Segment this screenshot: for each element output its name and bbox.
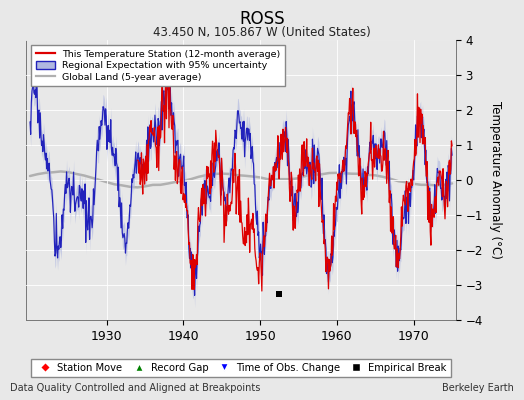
Text: ROSS: ROSS bbox=[239, 10, 285, 28]
Text: 43.450 N, 105.867 W (United States): 43.450 N, 105.867 W (United States) bbox=[153, 26, 371, 39]
Y-axis label: Temperature Anomaly (°C): Temperature Anomaly (°C) bbox=[489, 101, 503, 259]
Text: Data Quality Controlled and Aligned at Breakpoints: Data Quality Controlled and Aligned at B… bbox=[10, 383, 261, 393]
Legend: Station Move, Record Gap, Time of Obs. Change, Empirical Break: Station Move, Record Gap, Time of Obs. C… bbox=[31, 358, 451, 376]
Text: Berkeley Earth: Berkeley Earth bbox=[442, 383, 514, 393]
